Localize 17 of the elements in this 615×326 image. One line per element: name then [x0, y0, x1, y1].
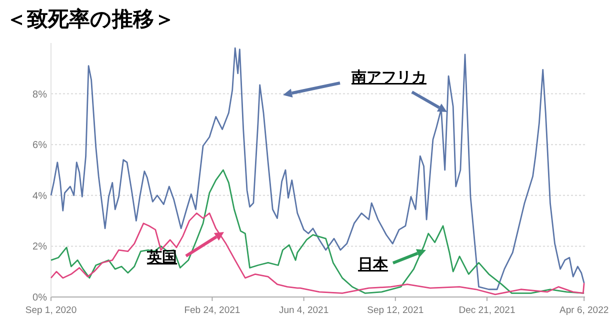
- x-tick-label: Jun 4, 2021: [278, 305, 329, 316]
- x-tick-label: Apr 6, 2022: [560, 305, 609, 316]
- line-series: [50, 47, 585, 290]
- x-tick-label: Dec 21, 2021: [458, 305, 516, 316]
- y-tick-label: 8%: [32, 89, 48, 100]
- chart-title: ＜致死率の推移＞: [6, 7, 175, 31]
- y-tick-label: 4%: [32, 190, 48, 202]
- x-tick-label: Feb 24, 2021: [184, 305, 240, 316]
- y-tick-label: 0%: [32, 292, 48, 304]
- y-tick-label: 6%: [32, 140, 48, 152]
- x-tick-label: Sep 12, 2021: [367, 305, 424, 316]
- series-label: 南アフリカ: [350, 69, 426, 86]
- series-label: 英国: [146, 249, 177, 266]
- legend-label: 日本: [358, 256, 389, 273]
- x-tick-label: Sep 1, 2020: [25, 305, 77, 316]
- y-tick-label: 2%: [32, 242, 48, 253]
- line-series: [50, 169, 585, 294]
